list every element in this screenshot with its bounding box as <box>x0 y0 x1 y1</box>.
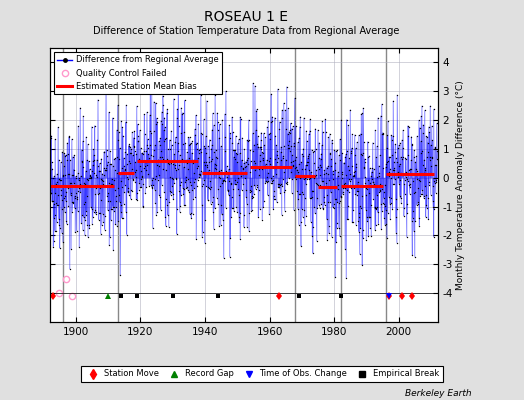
Text: Berkeley Earth: Berkeley Earth <box>405 389 472 398</box>
Legend: Difference from Regional Average, Quality Control Failed, Estimated Station Mean: Difference from Regional Average, Qualit… <box>54 52 222 94</box>
Text: Difference of Station Temperature Data from Regional Average: Difference of Station Temperature Data f… <box>93 26 399 36</box>
Legend: Station Move, Record Gap, Time of Obs. Change, Empirical Break: Station Move, Record Gap, Time of Obs. C… <box>81 366 443 382</box>
Y-axis label: Monthly Temperature Anomaly Difference (°C): Monthly Temperature Anomaly Difference (… <box>455 80 465 290</box>
Text: ROSEAU 1 E: ROSEAU 1 E <box>204 10 288 24</box>
